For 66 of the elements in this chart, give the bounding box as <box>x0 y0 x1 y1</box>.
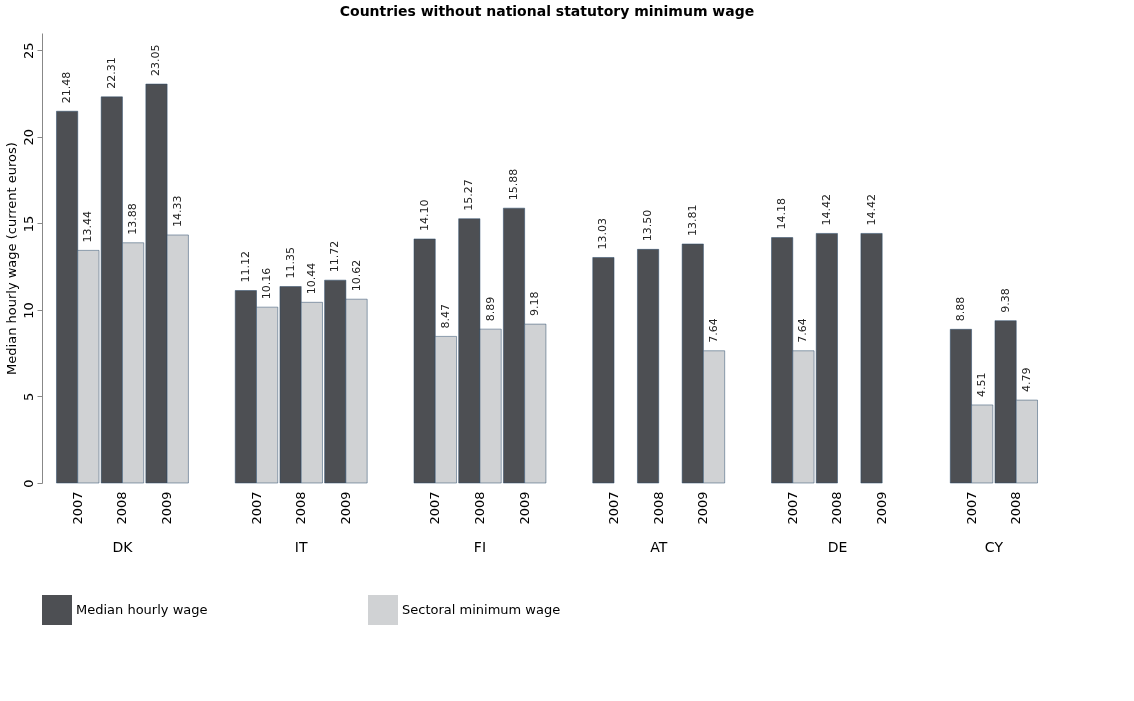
data-label: 11.72 <box>328 240 342 273</box>
data-label: 14.33 <box>170 195 184 227</box>
text: FI <box>473 539 487 555</box>
data-label: 10.62 <box>349 259 363 292</box>
data-label: 4.79 <box>1019 367 1033 393</box>
y-tick-label: 20 <box>20 129 36 146</box>
data-label: 21.48 <box>60 71 74 104</box>
data-label: 7.64 <box>707 318 721 343</box>
x-tick-label: 2007 <box>606 491 622 525</box>
x-tick-label: 2007 <box>784 491 800 525</box>
y-axis-title: Median hourly wage (current euros) <box>3 142 19 375</box>
data-label: 14.10 <box>417 199 431 231</box>
data-label: 15.27 <box>462 179 476 211</box>
legend-label: Sectoral minimum wage <box>402 602 561 617</box>
data-label: 10.44 <box>304 262 318 295</box>
bar <box>860 233 883 484</box>
legend-label: Median hourly wage <box>76 602 208 617</box>
data-label: 13.81 <box>685 204 699 236</box>
data-label: 14.18 <box>775 198 789 230</box>
x-tick-label: 2008 <box>114 491 130 525</box>
y-tick-label: 10 <box>20 302 36 319</box>
x-tick-label: 2008 <box>471 491 487 525</box>
data-label: 9.38 <box>998 288 1012 313</box>
text: DK <box>112 539 134 555</box>
x-tick-label: 2007 <box>248 491 264 525</box>
chart-title: Countries without national statutory minimum wage <box>339 3 755 19</box>
data-label: 8.88 <box>953 296 967 322</box>
data-label: 10.16 <box>260 267 274 300</box>
text: CY <box>984 539 1004 555</box>
data-label: 23.05 <box>149 44 163 77</box>
data-label: 7.64 <box>796 318 810 343</box>
data-label: 14.42 <box>864 193 878 226</box>
data-label: 13.88 <box>126 203 140 235</box>
data-label: 13.44 <box>81 210 95 243</box>
data-label: 13.50 <box>641 209 655 242</box>
data-label: 4.51 <box>975 372 989 397</box>
data-label: 8.89 <box>483 296 497 322</box>
data-label: 22.31 <box>104 57 118 89</box>
data-label: 15.88 <box>507 168 521 201</box>
x-tick-label: 2007 <box>427 491 443 525</box>
bar <box>592 257 615 484</box>
text: DE <box>827 539 848 555</box>
y-tick-label: 5 <box>20 392 36 402</box>
y-tick-label: 0 <box>20 479 36 488</box>
x-tick-label: 2007 <box>963 491 979 525</box>
data-label: 9.18 <box>528 291 542 317</box>
x-tick-label: 2009 <box>159 491 175 525</box>
bar <box>637 249 659 484</box>
x-tick-label: 2009 <box>874 491 890 525</box>
x-tick-label: 2008 <box>829 491 845 525</box>
text: IT <box>294 539 308 555</box>
x-tick-label: 2009 <box>516 491 532 525</box>
text: AT <box>650 539 668 555</box>
y-tick-label: 15 <box>20 215 36 233</box>
data-label: 8.47 <box>438 303 452 329</box>
data-label: 14.42 <box>819 193 833 226</box>
x-tick-label: 2009 <box>695 491 711 525</box>
y-tick-label: 25 <box>20 42 36 60</box>
data-label: 11.35 <box>283 247 297 279</box>
x-tick-label: 2008 <box>1008 491 1024 525</box>
x-tick-label: 2008 <box>293 491 309 525</box>
data-label: 13.03 <box>596 217 610 250</box>
data-label: 11.12 <box>238 251 252 283</box>
x-tick-label: 2008 <box>650 491 666 525</box>
x-tick-label: 2009 <box>337 491 353 525</box>
x-tick-label: 2007 <box>69 491 85 525</box>
